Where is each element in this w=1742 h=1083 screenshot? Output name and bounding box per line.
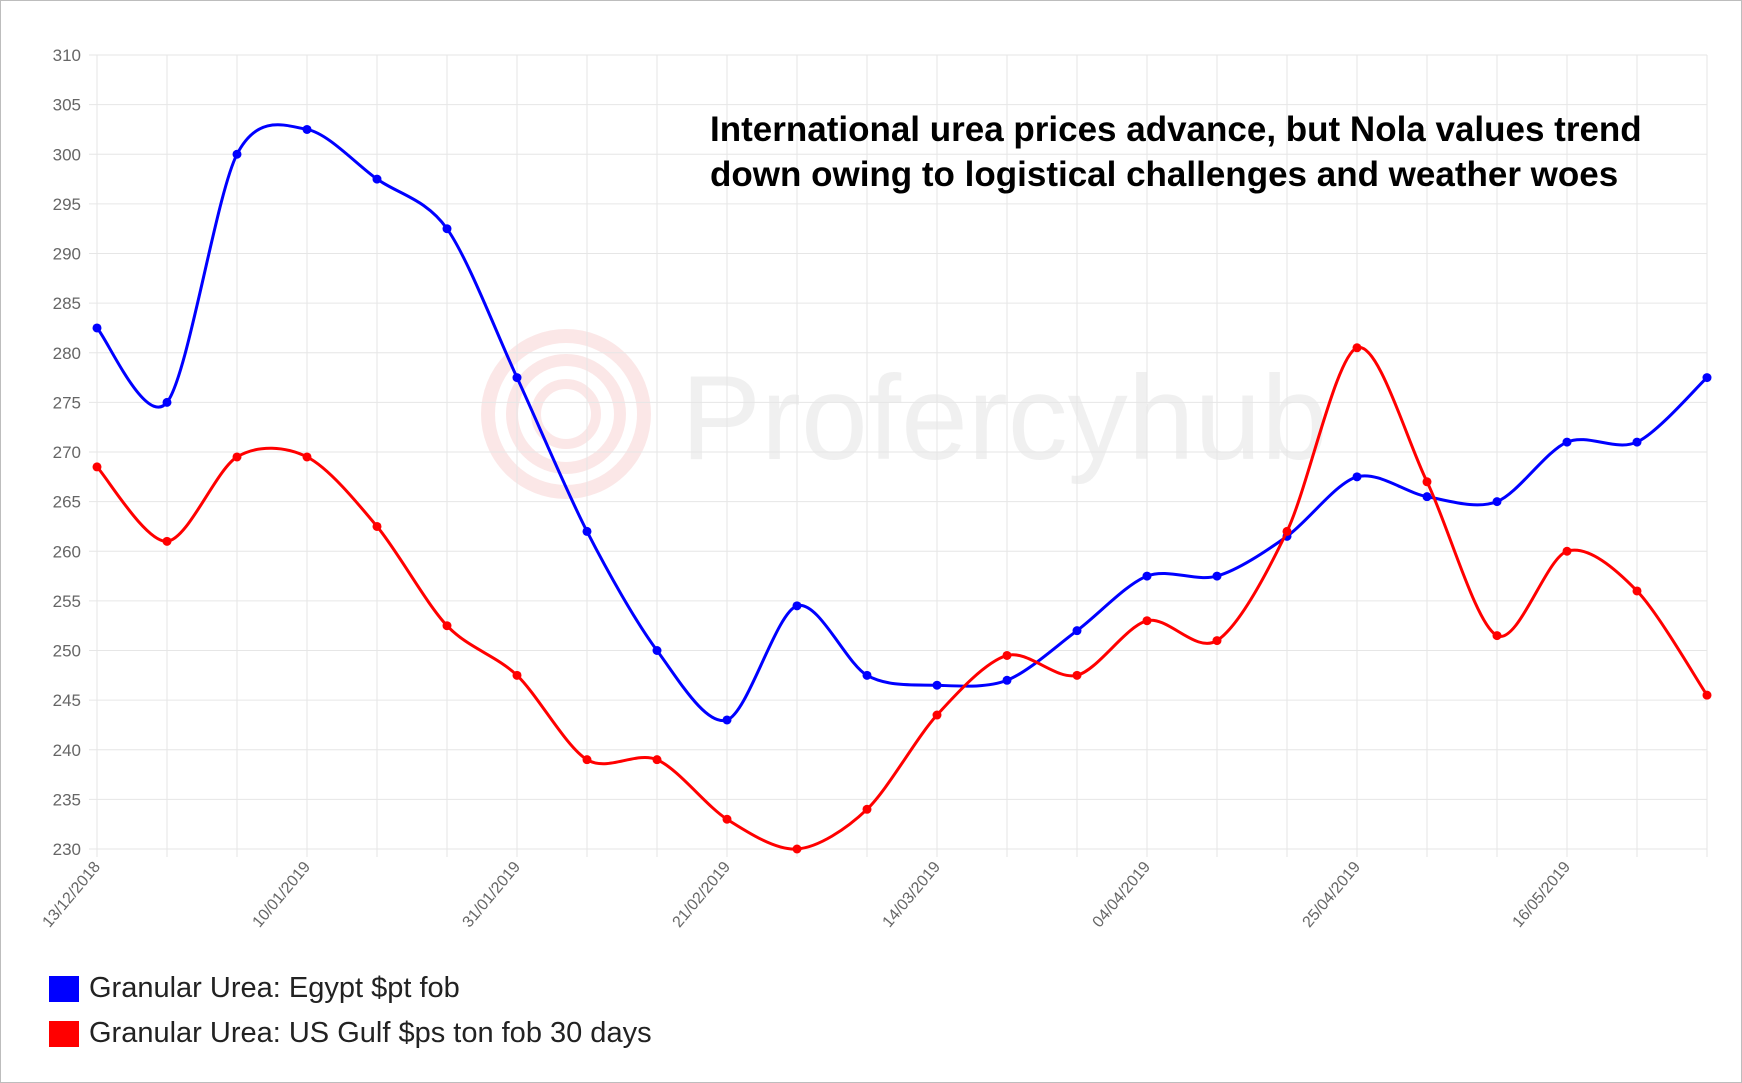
data-point-1[interactable] [1282, 526, 1292, 536]
data-point-1[interactable] [1632, 586, 1642, 596]
data-point-0[interactable] [652, 646, 662, 655]
data-point-0[interactable] [1702, 373, 1712, 383]
data-point-0[interactable] [1492, 497, 1502, 507]
legend-swatch-egypt [49, 975, 79, 1002]
x-tick-label: 25/04/2019 [1300, 859, 1365, 931]
data-point-1[interactable] [162, 536, 172, 546]
data-point-0[interactable] [232, 149, 242, 159]
y-tick-label: 260 [53, 542, 81, 561]
data-point-0[interactable] [1562, 437, 1572, 447]
grid-layer [89, 54, 1708, 857]
data-point-1[interactable] [1212, 636, 1222, 646]
x-tick-label: 31/01/2019 [460, 859, 525, 931]
x-tick-label: 16/05/2019 [1510, 859, 1575, 931]
series-line-0 [95, 123, 1709, 722]
data-point-1[interactable] [1352, 343, 1362, 353]
x-tick-label: 10/01/2019 [250, 859, 315, 931]
data-point-0[interactable] [722, 715, 732, 725]
data-point-1[interactable] [1422, 477, 1432, 487]
data-point-0[interactable] [582, 526, 592, 536]
data-point-0[interactable] [932, 680, 942, 690]
data-point-1[interactable] [1072, 670, 1082, 680]
data-point-0[interactable] [1002, 675, 1012, 685]
y-tick-label: 265 [53, 493, 81, 512]
data-point-1[interactable] [862, 804, 872, 814]
legend-label-egypt: Granular Urea: Egypt $pt fob [89, 972, 460, 1004]
y-axis: 230 235 240 245 250 255 260 265 270 275 280 285 290 2… [53, 46, 81, 859]
data-point-0[interactable] [1142, 571, 1152, 581]
x-tick-label: 14/03/2019 [880, 859, 945, 931]
data-point-0[interactable] [1422, 492, 1432, 502]
y-tick-label: 290 [53, 245, 81, 264]
legend: Granular Urea: Egypt $pt fob Granular Ur… [49, 966, 652, 1056]
y-tick-label: 305 [53, 96, 81, 115]
data-point-1[interactable] [442, 621, 452, 631]
y-tick-label: 240 [53, 741, 81, 760]
data-point-0[interactable] [1072, 626, 1082, 636]
data-point-0[interactable] [372, 174, 382, 184]
data-point-1[interactable] [1562, 546, 1572, 556]
series-layer [92, 123, 1712, 854]
data-point-1[interactable] [302, 452, 312, 462]
data-point-0[interactable] [862, 670, 872, 680]
y-tick-label: 270 [53, 443, 81, 462]
series-line-1 [95, 346, 1709, 851]
y-tick-label: 285 [53, 294, 81, 313]
data-point-0[interactable] [1212, 571, 1222, 581]
y-tick-label: 280 [53, 344, 81, 363]
data-point-1[interactable] [512, 670, 522, 680]
data-point-1[interactable] [1492, 631, 1502, 641]
data-point-1[interactable] [1002, 650, 1012, 660]
data-point-1[interactable] [932, 710, 942, 720]
data-point-1[interactable] [722, 814, 732, 824]
data-point-0[interactable] [302, 124, 312, 134]
data-point-0[interactable] [1352, 472, 1362, 482]
y-tick-label: 255 [53, 592, 81, 611]
x-tick-label: 04/04/2019 [1090, 859, 1155, 931]
data-point-0[interactable] [92, 323, 102, 333]
data-point-1[interactable] [92, 462, 102, 472]
data-point-1[interactable] [1142, 616, 1152, 626]
y-tick-label: 310 [53, 46, 81, 65]
data-point-0[interactable] [442, 224, 452, 234]
data-point-1[interactable] [1702, 690, 1712, 700]
y-tick-label: 235 [53, 790, 81, 809]
y-tick-label: 250 [53, 642, 81, 661]
legend-item-us-gulf[interactable]: Granular Urea: US Gulf $ps ton fob 30 da… [49, 1011, 652, 1056]
data-point-0[interactable] [792, 601, 802, 611]
data-point-0[interactable] [1632, 437, 1642, 447]
data-point-1[interactable] [792, 844, 802, 854]
data-point-0[interactable] [162, 397, 172, 407]
y-tick-label: 275 [53, 393, 81, 412]
y-tick-label: 245 [53, 691, 81, 710]
chart-annotation: International urea prices advance, but N… [710, 110, 1642, 194]
data-point-1[interactable] [582, 755, 592, 765]
legend-label-us-gulf: Granular Urea: US Gulf $ps ton fob 30 da… [89, 1017, 652, 1049]
data-point-1[interactable] [232, 452, 242, 462]
x-tick-label: 21/02/2019 [670, 859, 735, 931]
legend-swatch-us-gulf [49, 1020, 79, 1047]
data-point-1[interactable] [652, 755, 662, 765]
y-tick-label: 230 [53, 840, 81, 859]
legend-item-egypt[interactable]: Granular Urea: Egypt $pt fob [49, 966, 652, 1011]
y-tick-label: 295 [53, 195, 81, 214]
data-point-1[interactable] [372, 521, 382, 531]
data-point-0[interactable] [512, 373, 522, 383]
x-tick-label: 13/12/2018 [40, 859, 105, 931]
x-axis: 13/12/2018 10/01/2019 31/01/2019 21/02/2019… [40, 859, 1575, 931]
y-tick-label: 300 [53, 145, 81, 164]
